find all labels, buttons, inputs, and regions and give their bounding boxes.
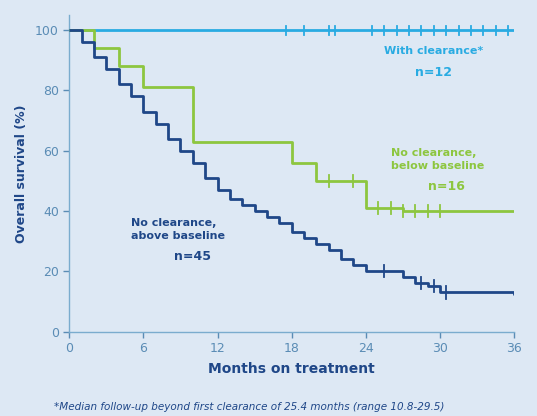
- Text: n=45: n=45: [175, 250, 211, 263]
- Text: n=16: n=16: [427, 181, 465, 193]
- Text: No clearance,
below baseline: No clearance, below baseline: [390, 148, 484, 171]
- Text: *Median follow-up beyond first clearance of 25.4 months (range 10.8-29.5): *Median follow-up beyond first clearance…: [54, 402, 444, 412]
- Text: With clearance*: With clearance*: [384, 46, 484, 56]
- Text: No clearance,
above baseline: No clearance, above baseline: [131, 218, 225, 241]
- Y-axis label: Overall survival (%): Overall survival (%): [15, 104, 28, 243]
- X-axis label: Months on treatment: Months on treatment: [208, 362, 375, 376]
- Text: n=12: n=12: [415, 66, 452, 79]
